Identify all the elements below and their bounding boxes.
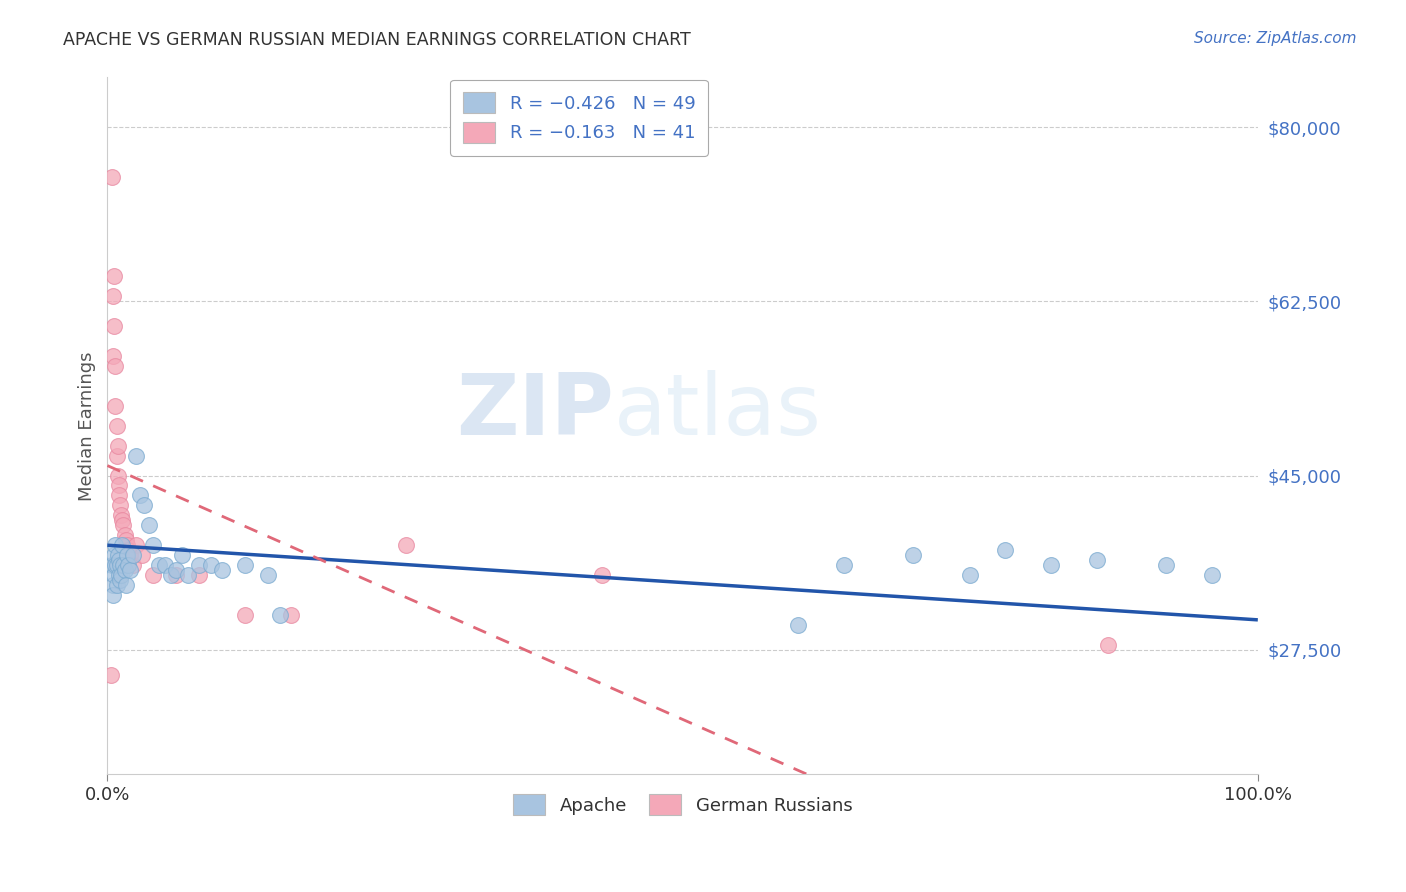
Point: [591, 568, 613, 582]
Point: [100, 667, 122, 681]
Text: ZIP: ZIP: [456, 370, 613, 453]
Point: [114, 533, 136, 548]
Point: [165, 563, 187, 577]
Text: atlas: atlas: [613, 370, 821, 453]
Point: [110, 508, 132, 523]
Point: [1085, 553, 1108, 567]
Point: [101, 578, 124, 592]
Point: [177, 568, 200, 582]
Point: [142, 568, 165, 582]
Point: [1201, 568, 1223, 582]
Point: [107, 468, 129, 483]
Point: [101, 349, 124, 363]
Point: [103, 568, 125, 582]
Point: [108, 499, 131, 513]
Point: [832, 558, 855, 573]
Point: [1039, 558, 1062, 573]
Point: [103, 319, 125, 334]
Point: [108, 478, 131, 492]
Point: [108, 558, 131, 573]
Point: [269, 607, 291, 622]
Point: [114, 563, 136, 577]
Point: [101, 588, 124, 602]
Point: [1154, 558, 1177, 573]
Y-axis label: Median Earnings: Median Earnings: [79, 351, 96, 500]
Point: [395, 538, 418, 552]
Text: Source: ZipAtlas.com: Source: ZipAtlas.com: [1194, 31, 1357, 46]
Point: [105, 558, 128, 573]
Point: [107, 439, 129, 453]
Legend: Apache, German Russians: Apache, German Russians: [503, 786, 862, 824]
Point: [110, 568, 132, 582]
Point: [257, 568, 280, 582]
Point: [172, 548, 194, 562]
Point: [959, 568, 981, 582]
Point: [131, 548, 153, 562]
Point: [114, 578, 136, 592]
Point: [159, 568, 181, 582]
Point: [142, 538, 165, 552]
Point: [211, 563, 233, 577]
Point: [101, 558, 124, 573]
Point: [901, 548, 924, 562]
Point: [108, 568, 131, 582]
Point: [103, 548, 125, 562]
Point: [104, 538, 127, 552]
Point: [188, 558, 211, 573]
Point: [108, 553, 131, 567]
Point: [117, 543, 139, 558]
Point: [114, 528, 136, 542]
Point: [104, 359, 127, 373]
Point: [786, 617, 808, 632]
Point: [188, 568, 211, 582]
Point: [117, 558, 139, 573]
Point: [121, 558, 143, 573]
Point: [111, 538, 134, 552]
Point: [101, 289, 124, 303]
Point: [138, 518, 160, 533]
Point: [104, 558, 127, 573]
Point: [125, 538, 148, 552]
Point: [112, 518, 135, 533]
Point: [111, 513, 134, 527]
Point: [1097, 638, 1119, 652]
Point: [280, 607, 302, 622]
Point: [235, 558, 257, 573]
Point: [108, 573, 131, 587]
Point: [994, 543, 1017, 558]
Point: [153, 558, 176, 573]
Point: [104, 399, 127, 413]
Point: [112, 558, 135, 573]
Point: [128, 488, 150, 502]
Point: [115, 548, 138, 562]
Point: [115, 538, 138, 552]
Point: [121, 548, 143, 562]
Point: [120, 548, 142, 562]
Text: APACHE VS GERMAN RUSSIAN MEDIAN EARNINGS CORRELATION CHART: APACHE VS GERMAN RUSSIAN MEDIAN EARNINGS…: [63, 31, 690, 49]
Point: [103, 269, 125, 284]
Point: [105, 449, 128, 463]
Point: [200, 558, 222, 573]
Point: [105, 418, 128, 433]
Point: [165, 568, 187, 582]
Point: [134, 499, 156, 513]
Point: [148, 558, 170, 573]
Point: [107, 548, 129, 562]
Point: [108, 488, 131, 502]
Point: [125, 449, 148, 463]
Point: [120, 563, 142, 577]
Point: [235, 607, 257, 622]
Point: [105, 578, 128, 592]
Point: [101, 169, 124, 184]
